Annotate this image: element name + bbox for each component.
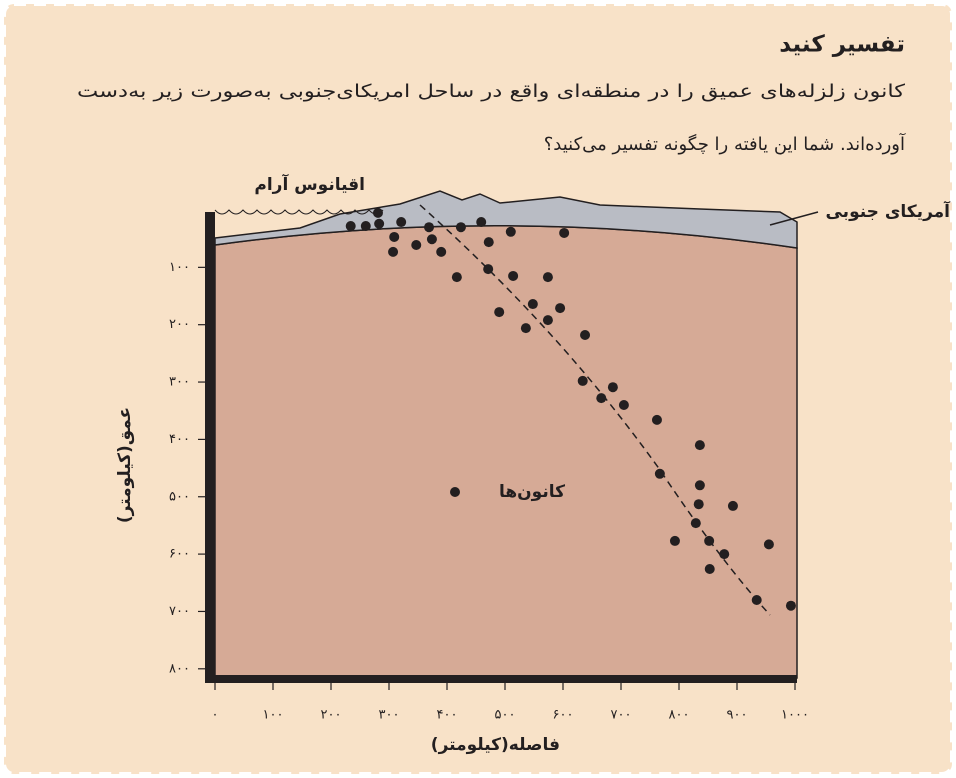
y-tick-label: ۲۰۰ <box>169 317 190 332</box>
data-point <box>596 393 606 403</box>
data-point <box>484 237 494 247</box>
legend-label: کانون‌ها <box>499 482 565 502</box>
data-point <box>695 480 705 490</box>
mantle <box>215 226 797 678</box>
data-point <box>361 221 371 231</box>
x-tick-label: ۱۰۰۰ <box>781 708 809 723</box>
data-point <box>555 303 565 313</box>
data-point <box>388 247 398 257</box>
y-axis <box>205 212 215 683</box>
box-title: تفسیر کنید <box>779 32 905 58</box>
data-point <box>695 440 705 450</box>
annotation: آمریکای جنوبی <box>825 200 951 222</box>
y-tick-label: ۷۰۰ <box>169 604 190 619</box>
x-axis <box>205 675 797 683</box>
data-point <box>476 217 486 227</box>
y-tick-label: ۵۰۰ <box>169 489 190 504</box>
data-point <box>452 272 462 282</box>
x-axis-title: فاصله(کیلومتر) <box>431 735 560 755</box>
x-tick-label: ۲۰۰ <box>321 708 342 723</box>
data-point <box>543 315 553 325</box>
data-point <box>728 501 738 511</box>
data-point <box>436 247 446 257</box>
data-point <box>389 232 399 242</box>
data-point <box>764 539 774 549</box>
figure: تفسیر کنید کانون زلزله‌های عمیق را در من… <box>0 0 956 778</box>
data-point <box>374 219 384 229</box>
data-point <box>719 549 729 559</box>
data-point <box>424 222 434 232</box>
data-point <box>619 400 629 410</box>
data-point <box>578 376 588 386</box>
data-point <box>396 217 406 227</box>
y-axis-title: عمق(کیلومتر) <box>115 407 135 523</box>
data-point <box>543 272 553 282</box>
data-point <box>691 518 701 528</box>
data-point <box>786 601 796 611</box>
x-tick-label: ۱۰۰ <box>263 708 284 723</box>
data-point <box>528 299 538 309</box>
data-point <box>456 222 466 232</box>
x-tick-label: ۶۰۰ <box>553 708 574 723</box>
data-point <box>652 415 662 425</box>
data-point <box>346 221 356 231</box>
y-tick-label: ۳۰۰ <box>169 375 190 390</box>
y-tick-label: ۴۰۰ <box>169 432 190 447</box>
x-tick-label: ۳۰۰ <box>379 708 400 723</box>
data-point <box>752 595 762 605</box>
data-point <box>694 499 704 509</box>
x-tick-label: ۸۰۰ <box>669 708 690 723</box>
data-point <box>483 264 493 274</box>
data-point <box>705 564 715 574</box>
data-point <box>580 330 590 340</box>
data-point <box>559 228 569 238</box>
data-point <box>608 382 618 392</box>
legend-marker <box>450 487 460 497</box>
x-tick-label: ۰ <box>212 708 219 723</box>
annotation: اقیانوس آرام <box>254 173 365 195</box>
data-point <box>508 271 518 281</box>
data-point <box>427 234 437 244</box>
x-tick-label: ۹۰۰ <box>727 708 748 723</box>
data-point <box>373 208 383 218</box>
data-point <box>704 536 714 546</box>
x-tick-label: ۷۰۰ <box>611 708 632 723</box>
data-point <box>411 240 421 250</box>
x-tick-label: ۴۰۰ <box>437 708 458 723</box>
y-tick-label: ۶۰۰ <box>169 547 190 562</box>
data-point <box>521 323 531 333</box>
y-tick-label: ۸۰۰ <box>169 661 190 676</box>
x-tick-label: ۵۰۰ <box>495 708 516 723</box>
paragraph-line: کانون زلزله‌های عمیق را در منطقه‌ای واقع… <box>77 81 906 102</box>
data-point <box>506 227 516 237</box>
paragraph-line: آورده‌اند. شما این یافته را چگونه تفسیر … <box>544 132 906 155</box>
data-point <box>670 536 680 546</box>
data-point <box>494 307 504 317</box>
y-tick-label: ۱۰۰ <box>169 260 190 275</box>
data-point <box>655 469 665 479</box>
